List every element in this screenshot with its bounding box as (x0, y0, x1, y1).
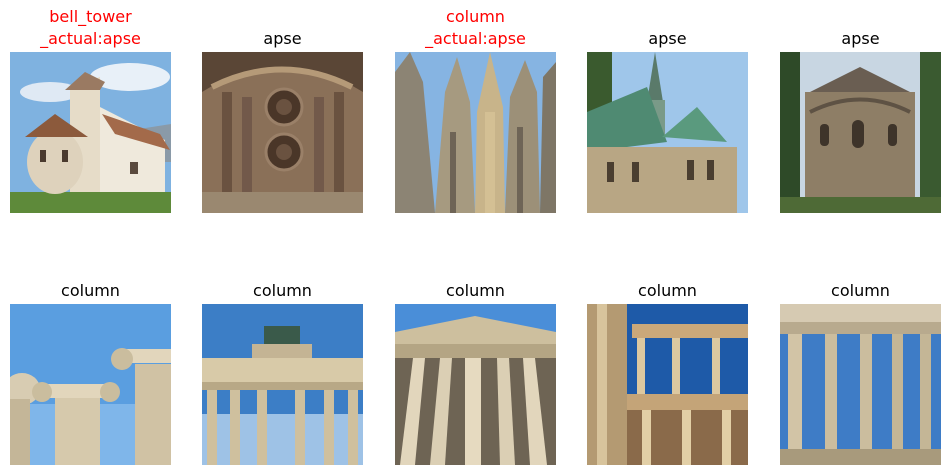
cell-caption: apse (263, 29, 302, 48)
cell-caption: column (253, 281, 312, 300)
cell-caption: column (638, 281, 697, 300)
cell-caption: column (831, 281, 890, 300)
cell-caption: bell_tower _actual:apse (40, 7, 141, 48)
roman-theatre-thumbnail (587, 304, 748, 465)
cell-caption: column (446, 281, 505, 300)
cell-caption: apse (648, 29, 687, 48)
temple-ruins-thumbnail (780, 304, 941, 465)
ionic-capitals-thumbnail (10, 304, 171, 465)
gothic-spires-thumbnail (395, 52, 556, 213)
brandenburg-gate-thumbnail (202, 304, 363, 465)
cell-caption: apse (841, 29, 880, 48)
portico-thumbnail (395, 304, 556, 465)
cell-caption: column _actual:apse (425, 7, 526, 48)
stone-apse-thumbnail (780, 52, 941, 213)
cell-caption: column (61, 281, 120, 300)
green-roof-church-thumbnail (587, 52, 748, 213)
chapel-thumbnail (10, 52, 171, 213)
rose-window-thumbnail (202, 52, 363, 213)
